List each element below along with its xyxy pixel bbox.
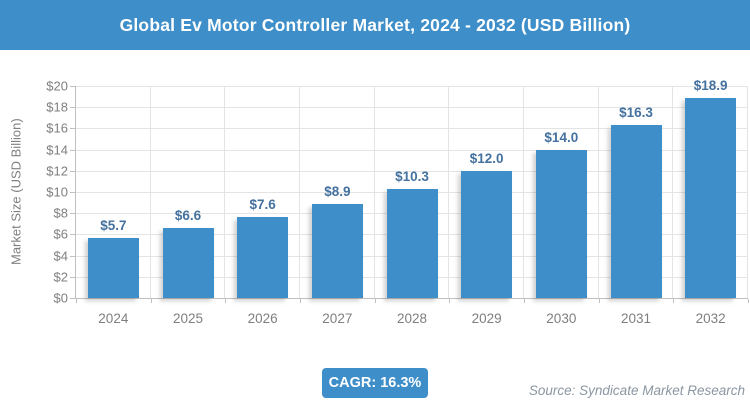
y-axis-tick-label: $6 — [53, 226, 68, 242]
bar-value-label: $18.9 — [693, 77, 728, 93]
bar-2027 — [311, 203, 363, 298]
vertical-gridline — [150, 86, 151, 298]
x-axis-label: 2029 — [471, 311, 502, 326]
y-axis-tick-label: $18 — [46, 99, 68, 115]
bar-2029 — [461, 170, 513, 298]
x-axis-tick — [673, 299, 674, 303]
horizontal-gridline — [76, 107, 748, 109]
y-axis-tick-label: $16 — [46, 120, 68, 136]
bar-2028 — [386, 188, 438, 298]
x-axis-tick — [300, 299, 301, 303]
bar-2030 — [535, 149, 587, 298]
vertical-gridline — [224, 86, 225, 298]
y-axis-tick — [70, 149, 75, 151]
bar-2032 — [685, 97, 737, 298]
bar-value-label: $10.3 — [395, 168, 429, 184]
vertical-gridline — [448, 86, 449, 298]
y-axis-tick — [70, 298, 75, 299]
x-axis-tick — [524, 299, 525, 303]
horizontal-gridline — [76, 149, 748, 151]
vertical-gridline — [374, 86, 375, 298]
title-bar: Global Ev Motor Controller Market, 2024 … — [0, 0, 750, 50]
horizontal-gridline — [76, 86, 748, 87]
x-axis-tick — [151, 299, 152, 303]
bar-value-label: $12.0 — [469, 150, 504, 166]
y-axis-tick-label: $0 — [53, 290, 68, 306]
plot-area: $5.7 2024 $6.6 2025 $7.6 2026 $8.9 2027 $10.3 202… — [70, 78, 749, 326]
y-axis-tick — [70, 107, 75, 109]
vertical-gridline — [672, 86, 673, 298]
bar-value-label: $6.6 — [174, 208, 202, 224]
x-axis-label: 2024 — [98, 311, 129, 326]
bar-value-label: $5.7 — [100, 217, 127, 233]
y-axis-tick — [70, 276, 75, 278]
x-axis-label: 2025 — [172, 311, 203, 326]
y-axis-tick-label: $8 — [53, 205, 68, 221]
vertical-gridline — [299, 86, 300, 298]
y-axis-tick — [70, 128, 75, 130]
y-axis-tick — [70, 213, 75, 215]
x-axis-label: 2027 — [322, 311, 353, 326]
y-axis-tick — [70, 234, 75, 236]
chart-title: Global Ev Motor Controller Market, 2024 … — [119, 14, 631, 35]
x-axis-label: 2030 — [546, 311, 577, 326]
bar-value-label: $16.3 — [619, 105, 653, 121]
x-axis-tick — [599, 299, 600, 303]
y-axis-tick-label: $20 — [46, 78, 68, 94]
bar-2024 — [87, 237, 139, 298]
bar-2026 — [237, 217, 289, 298]
y-axis-tick — [70, 192, 75, 193]
x-axis-label: 2032 — [695, 311, 726, 326]
vertical-gridline — [598, 86, 599, 298]
x-axis-tick — [225, 299, 226, 303]
horizontal-gridline — [76, 170, 748, 172]
source-credit: Source: Syndicate Market Research — [528, 383, 745, 398]
x-axis-tick — [375, 299, 376, 303]
x-axis-tick — [76, 299, 77, 303]
bar-2025 — [162, 228, 214, 298]
y-axis-tick — [70, 86, 75, 87]
y-axis-tick-labels: $0 $2 $4 $6 $8 $10 $12 $14 $16 $18 $20 — [0, 79, 68, 306]
x-axis-tick — [449, 299, 450, 303]
x-axis-tick — [748, 299, 749, 303]
vertical-gridline — [747, 86, 748, 298]
bar-value-label: $7.6 — [249, 197, 276, 213]
x-axis-label: 2026 — [247, 311, 278, 326]
x-axis-label: 2031 — [620, 311, 651, 326]
y-axis-tick-label: $2 — [53, 269, 68, 285]
bar-value-label: $8.9 — [324, 183, 351, 199]
y-axis-tick-label: $12 — [46, 163, 68, 179]
x-axis-label: 2028 — [396, 311, 427, 326]
cagr-badge: CAGR: 16.3% — [322, 368, 428, 398]
y-axis-tick — [70, 255, 75, 257]
vertical-gridline — [523, 86, 524, 298]
y-axis-tick-label: $10 — [46, 184, 68, 200]
y-axis-tick-label: $4 — [53, 248, 68, 264]
horizontal-gridline — [76, 128, 748, 130]
y-axis-tick — [70, 170, 75, 172]
bar-2031 — [610, 125, 662, 298]
bar-value-label: $14.0 — [544, 129, 579, 145]
y-axis-tick-label: $14 — [46, 142, 68, 158]
